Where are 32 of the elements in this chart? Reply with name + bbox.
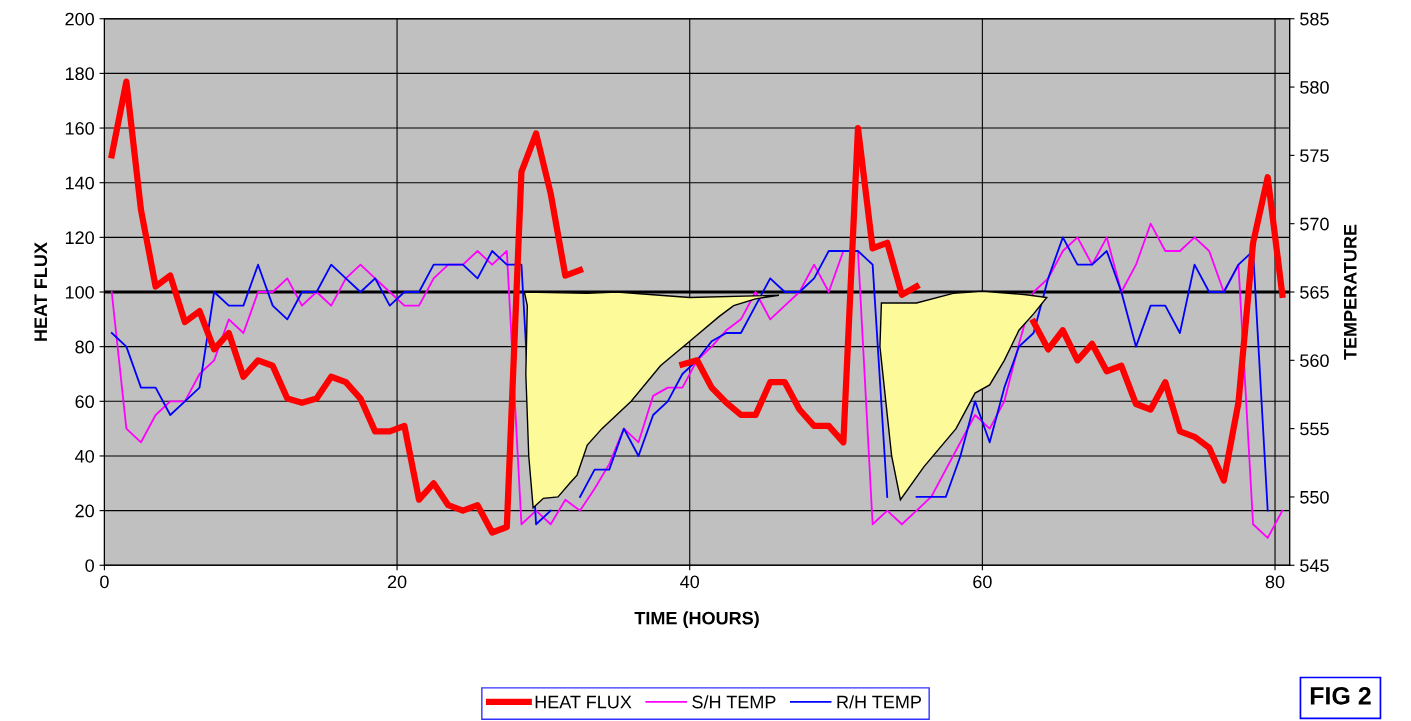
y2-tick-label: 555	[1300, 422, 1329, 436]
y-tick-label: 180	[65, 67, 94, 81]
x-tick-label: 60	[973, 575, 992, 589]
y2-tick-label: 550	[1300, 490, 1329, 504]
y2-tick-label: 560	[1300, 354, 1329, 368]
x-tick-label: 80	[1265, 575, 1285, 589]
y-tick-label: 100	[65, 285, 94, 299]
legend-label: R/H TEMP	[837, 695, 921, 709]
legend-label: S/H TEMP	[692, 695, 776, 709]
y2-tick-label: 585	[1300, 12, 1329, 26]
legend-label: HEAT FLUX	[535, 695, 632, 709]
y-tick-label: 40	[75, 449, 94, 463]
y-tick-label: 200	[65, 12, 94, 26]
y2-axis-title: TEMPERATURE	[1344, 224, 1357, 360]
x-axis-title: TIME (HOURS)	[634, 611, 759, 629]
x-tick-label: 0	[100, 575, 109, 589]
y2-tick-label: 570	[1300, 217, 1329, 231]
y-tick-label: 0	[85, 559, 94, 572]
y2-tick-label: 545	[1300, 559, 1329, 572]
y-tick-label: 120	[65, 231, 94, 245]
y-tick-label: 140	[65, 176, 94, 190]
y-tick-label: 20	[75, 504, 94, 518]
y2-tick-label: 580	[1300, 81, 1329, 94]
y2-tick-label: 565	[1300, 285, 1329, 299]
x-tick-label: 20	[387, 575, 407, 589]
x-tick-label: 40	[680, 575, 700, 589]
y-tick-label: 80	[75, 340, 94, 354]
y-axis-title: HEAT FLUX	[34, 242, 48, 341]
y-tick-label: 60	[75, 395, 94, 409]
y-tick-label: 160	[65, 121, 94, 135]
caption: FIG 2	[1310, 686, 1371, 705]
y2-tick-label: 575	[1300, 149, 1329, 163]
